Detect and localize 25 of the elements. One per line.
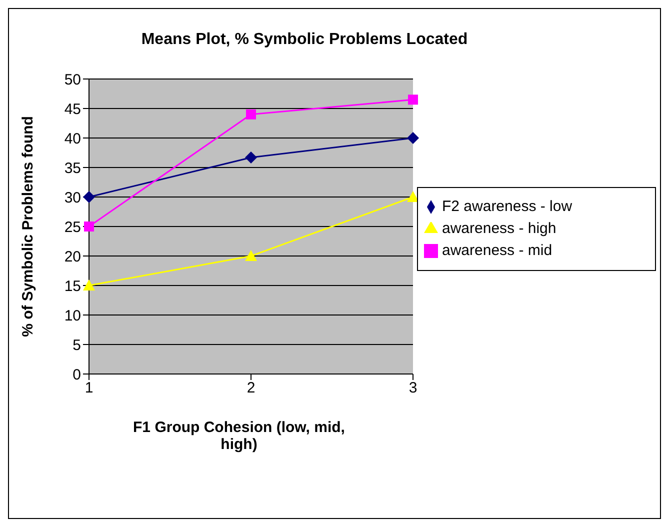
y-tick-label: 40: [64, 130, 81, 148]
legend-label: awareness - mid: [442, 242, 552, 259]
y-tick-label: 5: [72, 336, 81, 354]
point: [407, 132, 419, 144]
y-tick-label: 30: [64, 189, 81, 206]
y-tick-label: 10: [64, 307, 81, 324]
y-tick-label: 35: [64, 160, 81, 177]
y-tick-label: 45: [64, 100, 81, 118]
y-tick-label: 0: [72, 366, 81, 384]
chart-title: Means Plot, % Symbolic Problems Located: [140, 31, 469, 49]
legend-label: awareness - high: [442, 220, 556, 237]
point: [408, 94, 418, 105]
y-tick-label: 50: [64, 71, 81, 88]
legend-label: F2 awareness - low: [442, 198, 572, 215]
point: [246, 109, 256, 120]
y-tick-label: 20: [64, 248, 81, 266]
x-tick-label: 3: [408, 380, 418, 397]
y-axis-title: % of Symbolic Problems found: [19, 116, 36, 337]
point: [245, 250, 257, 261]
point: [245, 151, 257, 164]
y-tick-label: 15: [64, 278, 81, 295]
x-axis-title: F1 Group Cohesion (low, mid, high): [132, 419, 346, 453]
x-tick-label: 1: [84, 380, 94, 397]
y-tick-label: 25: [64, 218, 81, 236]
x-tick-label: 2: [246, 380, 256, 397]
